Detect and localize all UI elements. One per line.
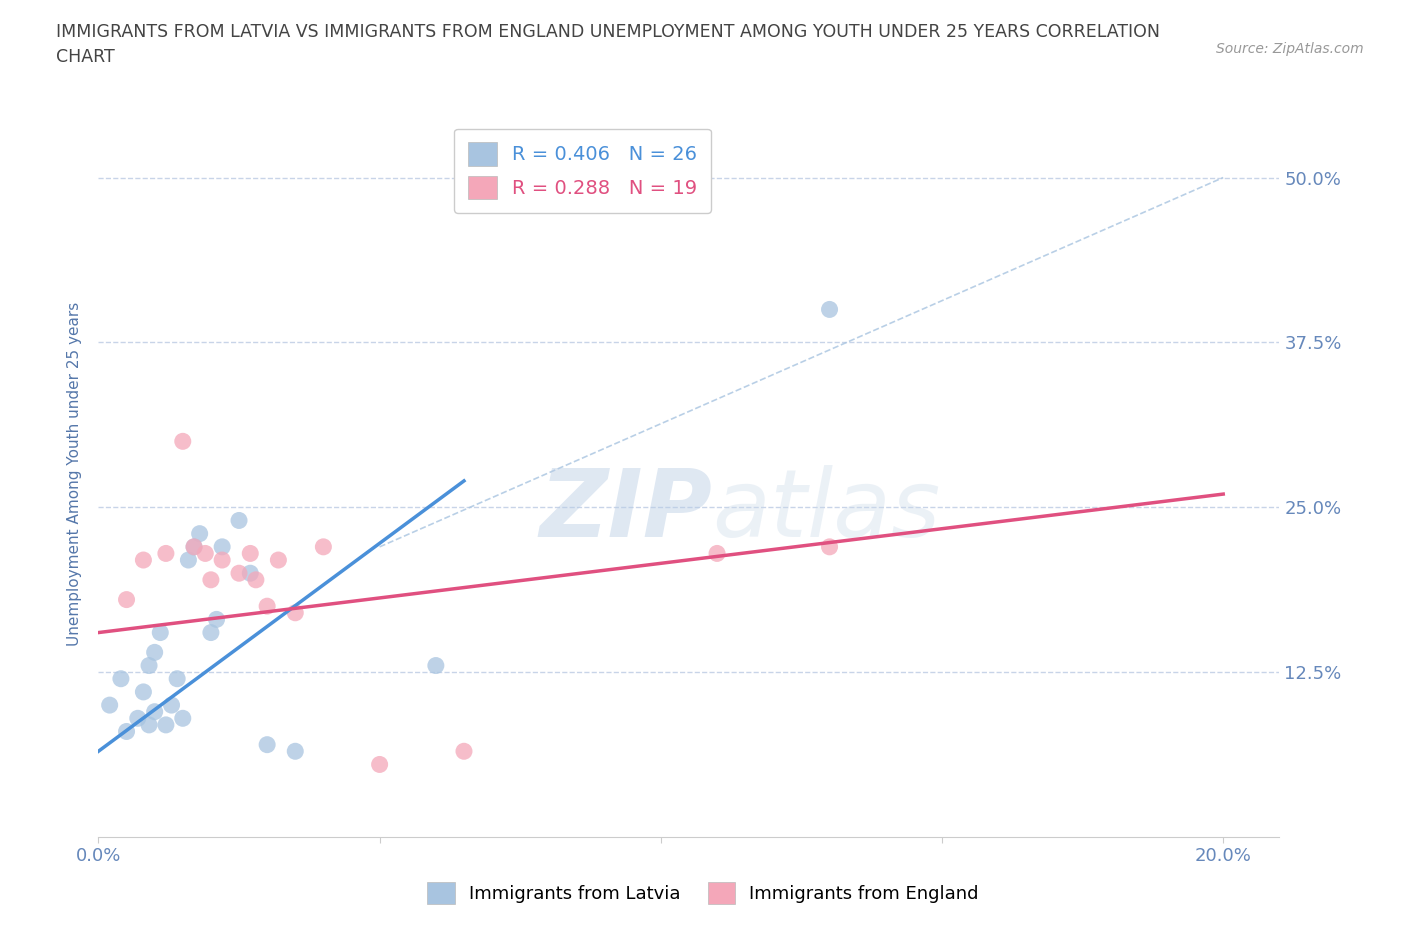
Point [194,546,217,561]
Point [138,717,160,732]
Point [132,552,155,567]
Text: Source: ZipAtlas.com: Source: ZipAtlas.com [1216,42,1364,56]
Point [267,552,290,567]
Point [818,302,841,317]
Point [149,625,172,640]
Point [239,565,262,580]
Point [312,539,335,554]
Point [143,644,166,659]
Point [115,724,138,739]
Point [211,552,233,567]
Point [183,539,205,554]
Point [110,671,132,686]
Legend: R = 0.406   N = 26, R = 0.288   N = 19: R = 0.406 N = 26, R = 0.288 N = 19 [454,128,711,213]
Point [127,711,149,725]
Point [211,539,233,554]
Point [166,671,188,686]
Point [160,698,183,712]
Point [228,513,250,528]
Text: ZIP: ZIP [540,465,713,556]
Point [245,572,267,587]
Point [425,658,447,673]
Point [256,599,278,614]
Text: CHART: CHART [56,48,115,66]
Point [138,658,160,673]
Point [172,711,194,725]
Point [98,698,121,712]
Point [200,572,222,587]
Point [239,546,262,561]
Point [284,744,307,759]
Point [155,546,177,561]
Point [115,592,138,607]
Legend: Immigrants from Latvia, Immigrants from England: Immigrants from Latvia, Immigrants from … [420,875,986,911]
Point [256,737,278,752]
Point [177,552,200,567]
Point [172,434,194,449]
Point [205,612,228,627]
Point [706,546,728,561]
Y-axis label: Unemployment Among Youth under 25 years: Unemployment Among Youth under 25 years [67,302,83,646]
Point [188,526,211,541]
Point [818,539,841,554]
Point [183,539,205,554]
Point [228,565,250,580]
Text: atlas: atlas [713,465,941,556]
Point [453,744,475,759]
Point [284,605,307,620]
Point [368,757,391,772]
Point [200,625,222,640]
Point [155,717,177,732]
Point [143,704,166,719]
Text: IMMIGRANTS FROM LATVIA VS IMMIGRANTS FROM ENGLAND UNEMPLOYMENT AMONG YOUTH UNDER: IMMIGRANTS FROM LATVIA VS IMMIGRANTS FRO… [56,23,1160,41]
Point [132,684,155,699]
